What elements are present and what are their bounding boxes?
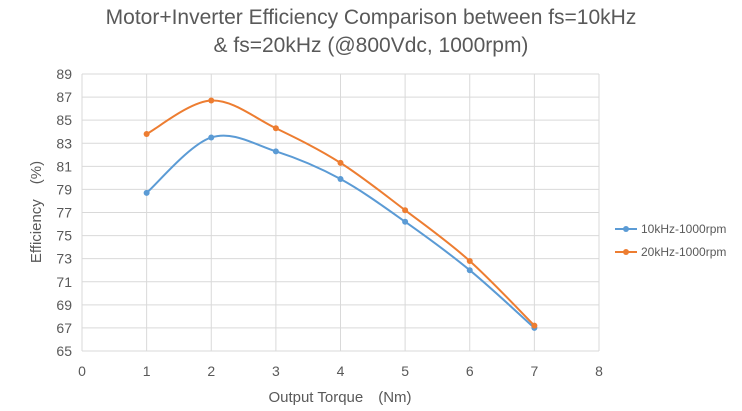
legend-label-0: 10kHz-1000rpm [641, 222, 726, 236]
data-point-1-6 [531, 322, 538, 329]
y-tick-label-8: 81 [56, 158, 72, 174]
data-point-1-2 [272, 125, 279, 132]
y-tick-label-11: 87 [56, 89, 72, 105]
x-tick-label-3: 3 [272, 363, 280, 379]
y-tick-label-12: 89 [56, 66, 72, 82]
x-tick-label-7: 7 [530, 363, 538, 379]
data-point-1-4 [402, 207, 409, 214]
x-tick-label-8: 8 [595, 363, 603, 379]
y-tick-label-3: 71 [56, 274, 72, 290]
y-axis-label: Efficiency (%) [28, 161, 45, 263]
x-tick-label-1: 1 [143, 363, 151, 379]
x-tick-label-5: 5 [401, 363, 409, 379]
y-tick-label-1: 67 [56, 320, 72, 336]
x-tick-label-0: 0 [78, 363, 86, 379]
data-point-0-0 [143, 189, 150, 196]
y-tick-label-9: 83 [56, 135, 72, 151]
grid [81, 73, 600, 352]
y-tick-label-6: 77 [56, 205, 72, 221]
x-tick-label-2: 2 [207, 363, 215, 379]
data-point-1-3 [337, 159, 344, 166]
legend-label-1: 20kHz-1000rpm [641, 245, 726, 259]
x-tick-label-6: 6 [466, 363, 474, 379]
legend: 10kHz-1000rpm 20kHz-1000rpm [615, 222, 726, 259]
data-point-0-2 [272, 148, 279, 155]
y-tick-label-0: 65 [56, 343, 72, 359]
y-tick-label-5: 75 [56, 228, 72, 244]
legend-marker-1 [623, 249, 629, 255]
data-point-0-3 [337, 176, 344, 183]
y-tick-label-4: 73 [56, 251, 72, 267]
data-point-0-5 [466, 267, 473, 274]
series-group [143, 97, 538, 331]
y-tick-label-7: 79 [56, 181, 72, 197]
x-tick-labels: 0 1 2 3 4 5 6 7 8 [78, 363, 603, 379]
data-point-0-4 [402, 218, 409, 225]
y-tick-labels: 65 67 69 71 73 75 77 79 81 83 85 87 89 [56, 66, 72, 359]
legend-marker-0 [623, 226, 629, 232]
data-point-1-5 [466, 257, 473, 264]
chart-title-line-2: & fs=20kHz (@800Vdc, 1000rpm) [213, 34, 529, 57]
x-tick-label-4: 4 [337, 363, 345, 379]
x-axis-label: Output Torque (Nm) [268, 389, 411, 406]
data-point-0-1 [208, 134, 215, 141]
chart-title-line-1: Motor+Inverter Efficiency Comparison bet… [105, 6, 637, 29]
data-point-1-1 [208, 97, 215, 104]
y-tick-label-2: 69 [56, 297, 72, 313]
data-point-1-0 [143, 131, 150, 138]
y-tick-label-10: 85 [56, 112, 72, 128]
